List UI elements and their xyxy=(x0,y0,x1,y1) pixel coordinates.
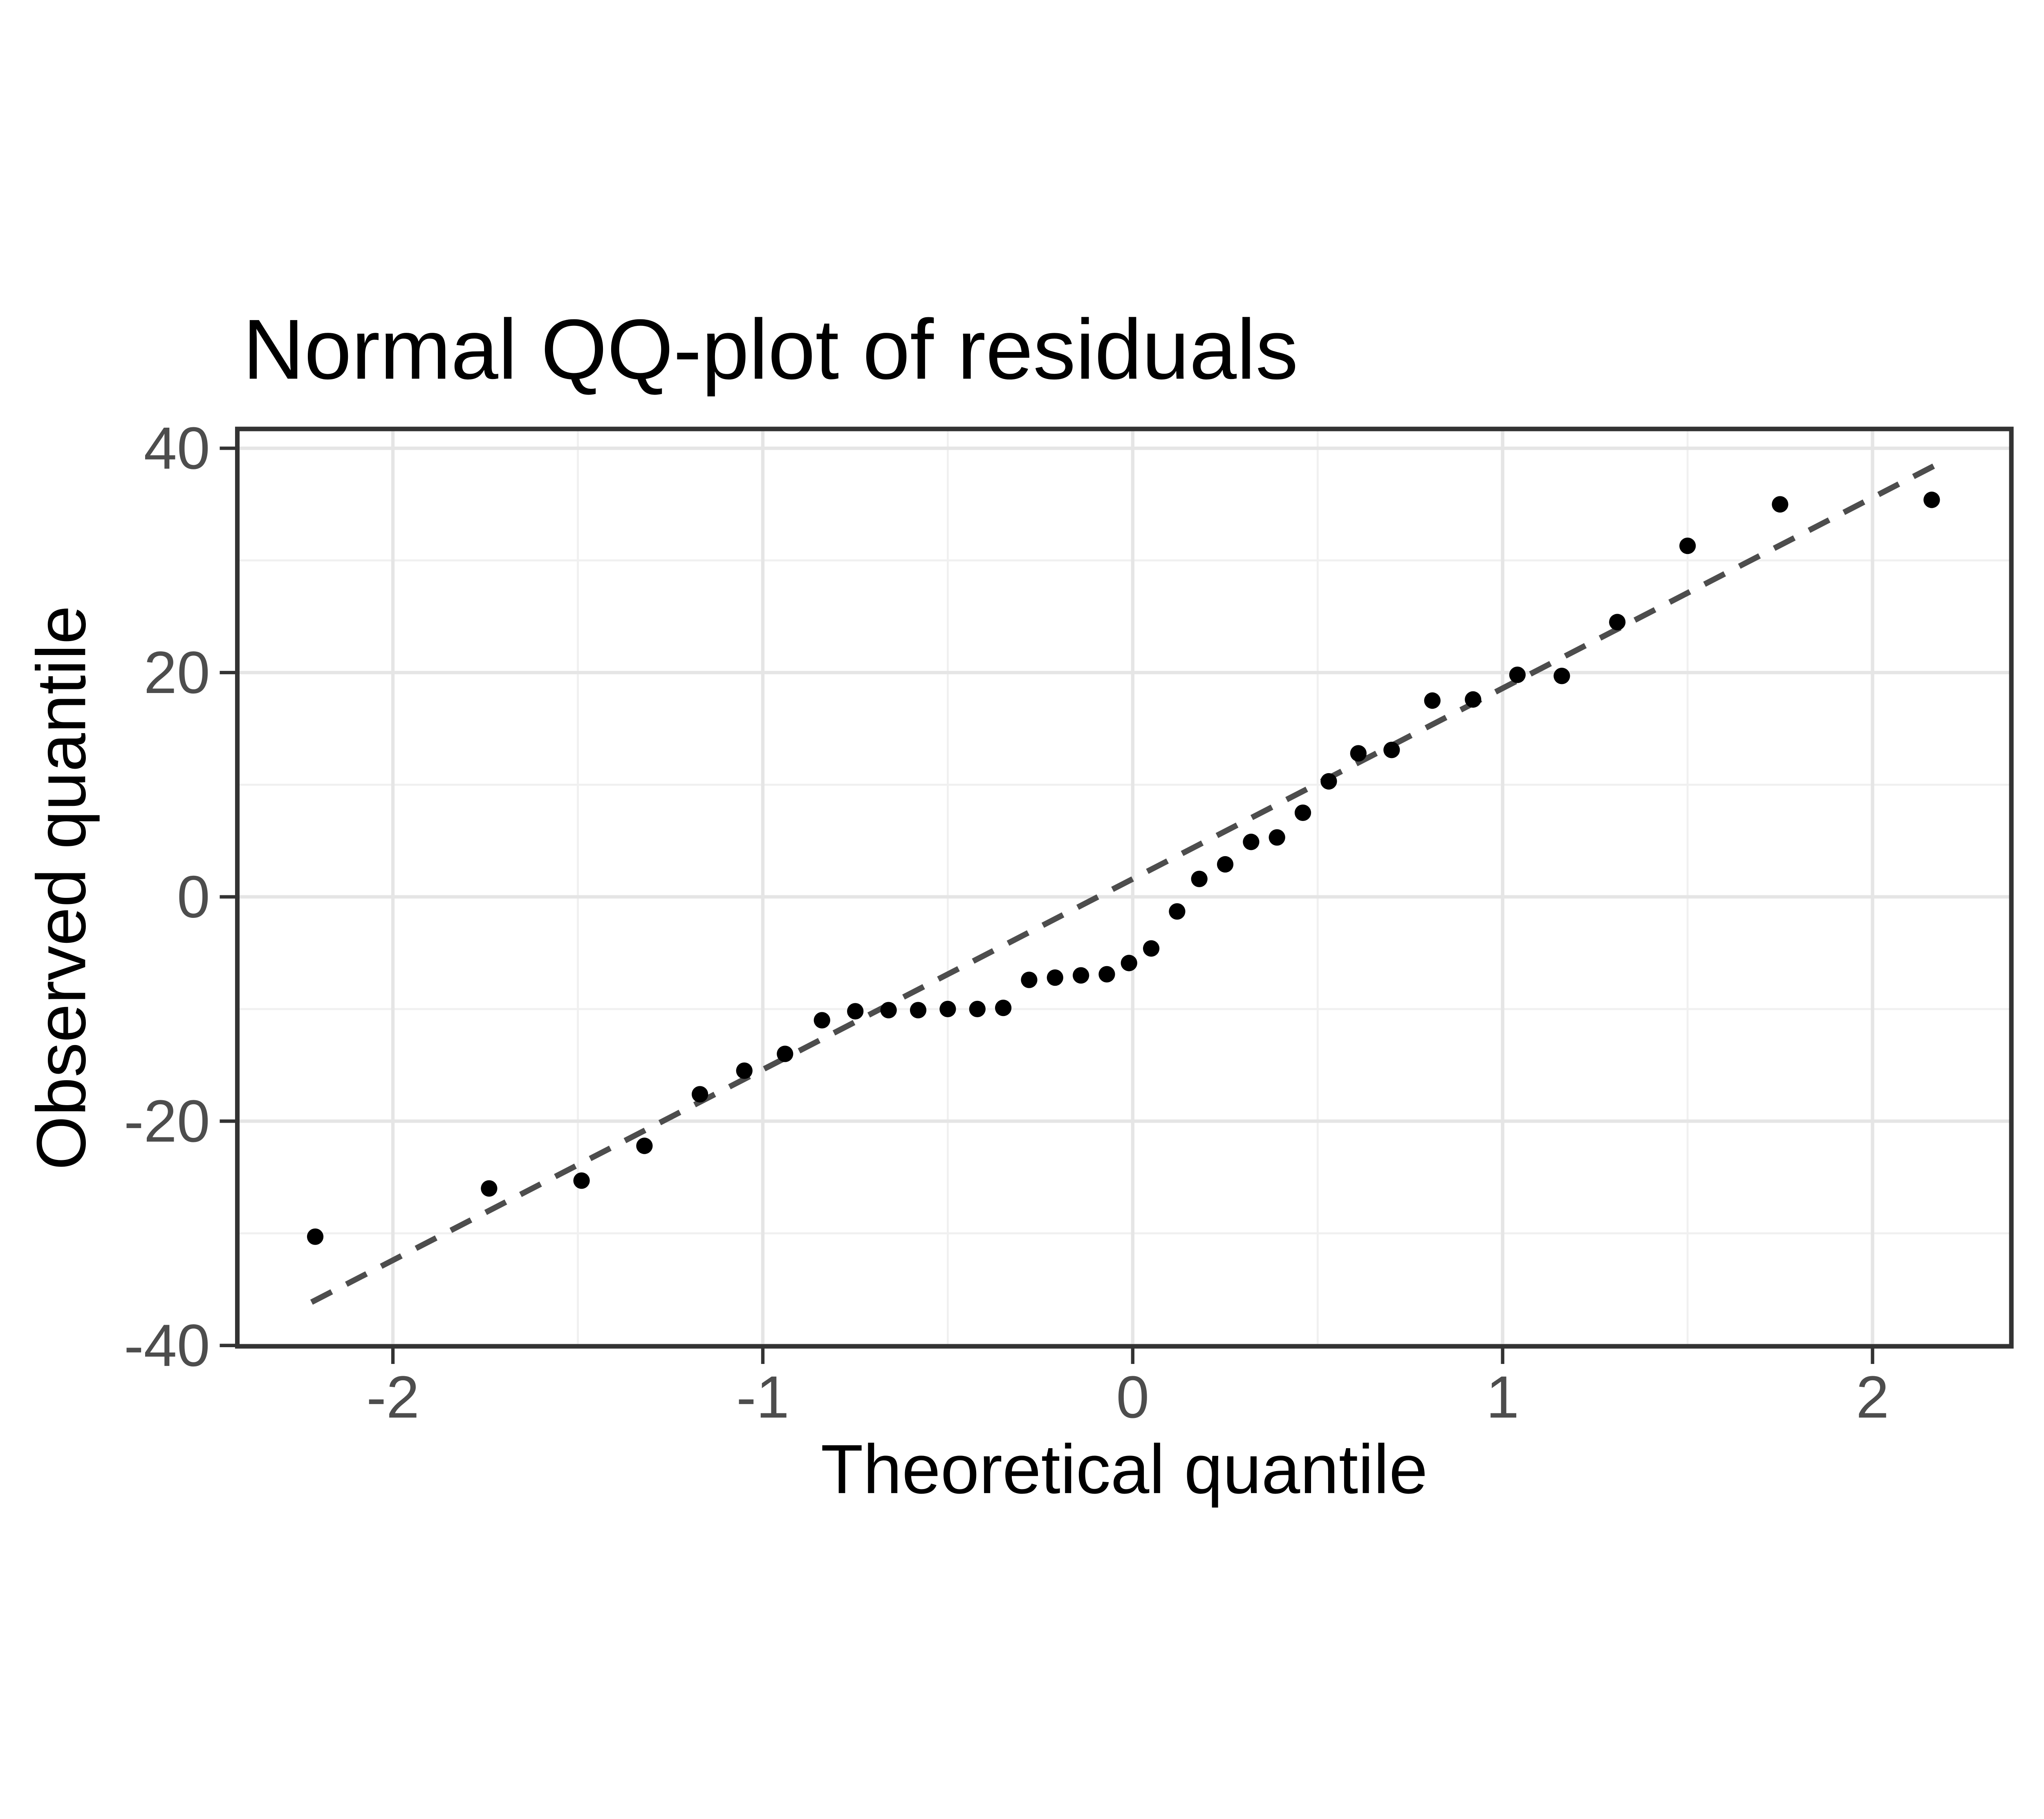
data-point xyxy=(1609,614,1626,630)
data-point xyxy=(1350,745,1367,762)
data-point xyxy=(1679,537,1696,554)
data-point xyxy=(1509,666,1526,683)
x-tick-label: -2 xyxy=(366,1364,419,1430)
x-axis-tick-labels: -2 -1 0 1 2 xyxy=(366,1364,1889,1430)
data-point xyxy=(481,1180,498,1197)
data-point xyxy=(880,1002,897,1018)
data-point xyxy=(1320,773,1337,790)
x-tick-label: 1 xyxy=(1486,1364,1519,1430)
data-point xyxy=(1021,971,1038,988)
data-point xyxy=(1269,829,1285,846)
data-point xyxy=(910,1002,927,1018)
x-tick-label: 0 xyxy=(1116,1364,1149,1430)
data-point xyxy=(1553,668,1570,684)
data-points-layer xyxy=(307,491,1940,1245)
y-tick-label: 20 xyxy=(144,639,210,706)
data-point xyxy=(1047,969,1063,986)
data-point xyxy=(1191,870,1208,887)
qq-reference-line xyxy=(310,462,1937,1305)
y-tick-label: 40 xyxy=(144,415,210,481)
data-point xyxy=(1424,692,1441,709)
x-axis-title: Theoretical quantile xyxy=(821,1431,1428,1508)
data-point xyxy=(1098,966,1115,983)
data-point xyxy=(736,1062,753,1079)
plot-title: Normal QQ-plot of residuals xyxy=(243,302,1298,397)
y-tick-label: -20 xyxy=(124,1088,210,1154)
data-point xyxy=(1143,940,1160,957)
data-point xyxy=(573,1172,590,1189)
data-point xyxy=(307,1228,324,1245)
data-point xyxy=(1294,804,1311,821)
data-point xyxy=(1923,491,1940,508)
data-point xyxy=(1772,496,1788,513)
data-point xyxy=(1243,834,1260,850)
data-point xyxy=(1169,903,1186,920)
data-point xyxy=(1121,955,1137,971)
y-axis-title: Observed quantile xyxy=(22,606,100,1170)
y-tick-label: -40 xyxy=(124,1312,210,1379)
data-point xyxy=(995,1000,1012,1016)
gridlines-minor xyxy=(237,429,2012,1346)
data-point xyxy=(847,1003,864,1020)
data-point xyxy=(636,1137,653,1154)
data-point xyxy=(777,1045,793,1062)
data-point xyxy=(1465,691,1481,708)
axis-tick-marks xyxy=(220,446,1874,1364)
data-point xyxy=(1217,856,1234,873)
data-point xyxy=(1383,742,1400,758)
gridlines-major xyxy=(237,429,2012,1347)
data-point xyxy=(814,1012,830,1029)
data-point xyxy=(969,1000,986,1018)
panel-border xyxy=(235,426,2014,1349)
data-point xyxy=(1073,967,1089,984)
x-tick-label: -1 xyxy=(736,1364,789,1430)
y-tick-label: 0 xyxy=(177,864,210,930)
qq-reference-line-layer xyxy=(310,462,1937,1305)
data-point xyxy=(692,1086,708,1103)
data-point xyxy=(939,1000,956,1018)
x-tick-label: 2 xyxy=(1856,1364,1889,1430)
y-axis-tick-labels: -40 -20 0 20 40 xyxy=(124,415,210,1378)
